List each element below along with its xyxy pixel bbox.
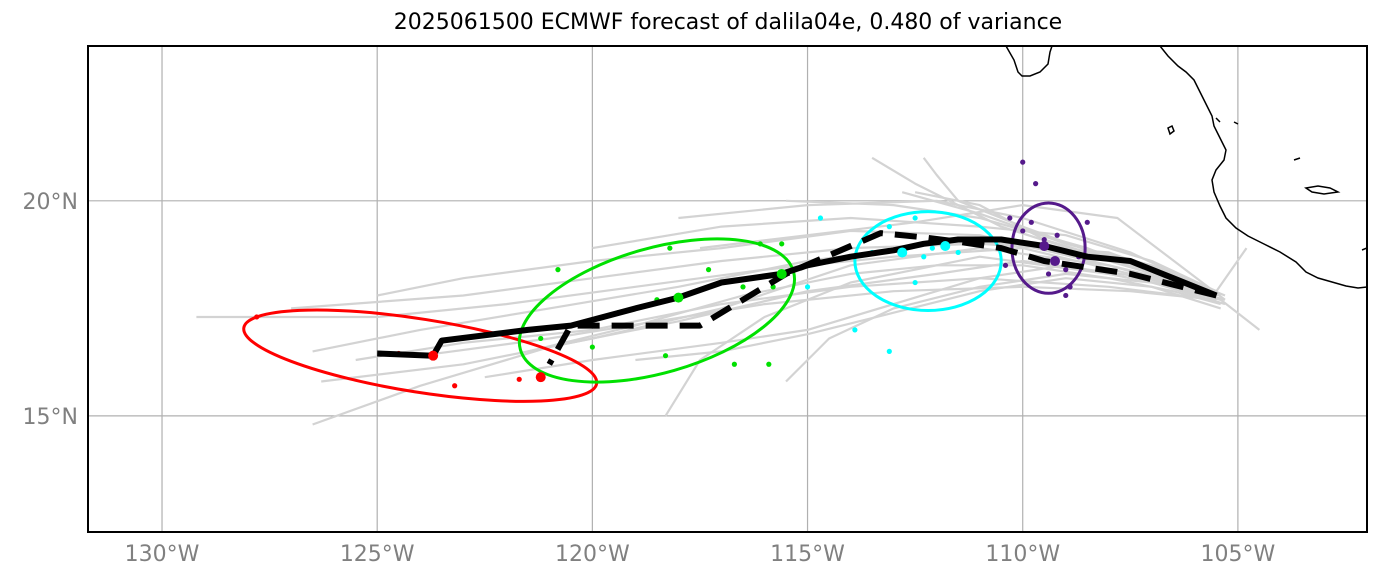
cluster-point-purple: [1002, 262, 1009, 268]
ensemble-tracks: [196, 156, 1261, 426]
cluster-point-cyan: [912, 215, 918, 221]
ensemble-track: [901, 191, 1226, 297]
cluster-center-green: [673, 292, 684, 303]
island-2: [1215, 117, 1239, 125]
ensemble-track: [527, 264, 1221, 353]
lat-tick-label: 15°N: [23, 405, 78, 430]
cluster-center-red: [535, 372, 546, 383]
cluster-point-green: [705, 267, 712, 273]
mexico-mainland-coastline: [1159, 46, 1367, 289]
cluster-point-green: [555, 267, 561, 273]
island-1: [1167, 124, 1175, 136]
cluster-point-green: [757, 241, 763, 247]
cluster-point-cyan: [955, 249, 961, 256]
lon-tick-label: 130°W: [125, 542, 200, 567]
cluster-point-green: [538, 335, 544, 342]
cluster-point-green: [766, 361, 772, 367]
island-4: [1304, 185, 1341, 195]
lon-tick-label: 125°W: [340, 542, 415, 567]
ensemble-track: [484, 264, 1261, 379]
cluster-point-purple: [1063, 292, 1069, 299]
mean-tracks: [377, 230, 1218, 366]
cluster-point-purple: [1007, 215, 1013, 221]
cluster-center-cyan: [897, 247, 908, 258]
ensemble-track: [291, 242, 1217, 310]
cluster-ellipse-purple: [1010, 201, 1087, 295]
cluster-points: [254, 159, 1090, 389]
cluster-point-purple: [1041, 236, 1047, 243]
cluster-point-cyan: [804, 284, 811, 290]
cluster-point-cyan: [886, 224, 892, 230]
lon-tick-label: 110°W: [985, 542, 1060, 567]
cluster-point-green: [731, 361, 737, 367]
cluster-point-green: [740, 284, 746, 290]
ensemble-track: [785, 272, 1226, 383]
lat-tick-label: 20°N: [23, 190, 78, 215]
cluster-point-purple: [1033, 181, 1039, 187]
tick-labels: 130°W 125°W 120°W 115°W 110°W 105°W 20°N 15°N: [23, 190, 1276, 567]
ensemble-track: [376, 229, 1217, 297]
cluster-point-cyan: [886, 348, 892, 354]
cluster-ellipses: [242, 201, 1087, 403]
cluster-center-cyan: [940, 240, 951, 251]
lon-tick-label: 115°W: [770, 542, 845, 567]
cluster-point-cyan: [912, 279, 918, 286]
cluster-point-red: [452, 383, 458, 389]
cluster-point-purple: [1084, 219, 1090, 225]
cluster-point-red: [254, 314, 260, 320]
cluster-point-cyan: [817, 215, 824, 221]
cluster-point-purple: [1067, 284, 1073, 290]
cluster-point-purple: [1045, 271, 1052, 277]
ensemble-track: [635, 277, 1222, 362]
cluster-center-purple: [1049, 256, 1060, 267]
cluster-point-cyan: [852, 327, 858, 333]
island-3: [1293, 157, 1301, 161]
solid-mean-track: [377, 236, 1218, 359]
cluster-point-purple: [1020, 159, 1026, 165]
gridlines: [88, 46, 1367, 532]
coastline: [1005, 46, 1367, 289]
map-frame: [87, 45, 1368, 533]
cluster-point-purple: [1028, 219, 1034, 225]
ensemble-track: [699, 204, 1226, 301]
lon-tick-label: 105°W: [1201, 542, 1276, 567]
cluster-point-purple: [1054, 232, 1060, 238]
cluster-point-cyan: [929, 245, 935, 251]
lon-tick-label: 120°W: [555, 542, 630, 567]
cluster-centers: [428, 240, 1060, 383]
cluster-ellipse-cyan: [853, 210, 1003, 313]
cluster-point-red: [516, 376, 522, 382]
map-title: 2025061500 ECMWF forecast of dalila04e, …: [393, 10, 1063, 35]
cluster-point-purple: [1020, 228, 1026, 234]
cluster-point-cyan: [921, 254, 927, 260]
cluster-point-green: [779, 241, 785, 247]
cluster-center-purple: [1039, 240, 1050, 251]
cluster-point-purple: [1063, 267, 1069, 273]
ensemble-track: [355, 277, 1217, 362]
cluster-point-green: [662, 353, 669, 359]
cluster-center-green: [776, 268, 787, 279]
baja-coastline: [1005, 46, 1053, 77]
cluster-point-green: [589, 344, 595, 350]
cluster-center-red: [428, 350, 439, 361]
cluster-point-green: [667, 245, 673, 251]
